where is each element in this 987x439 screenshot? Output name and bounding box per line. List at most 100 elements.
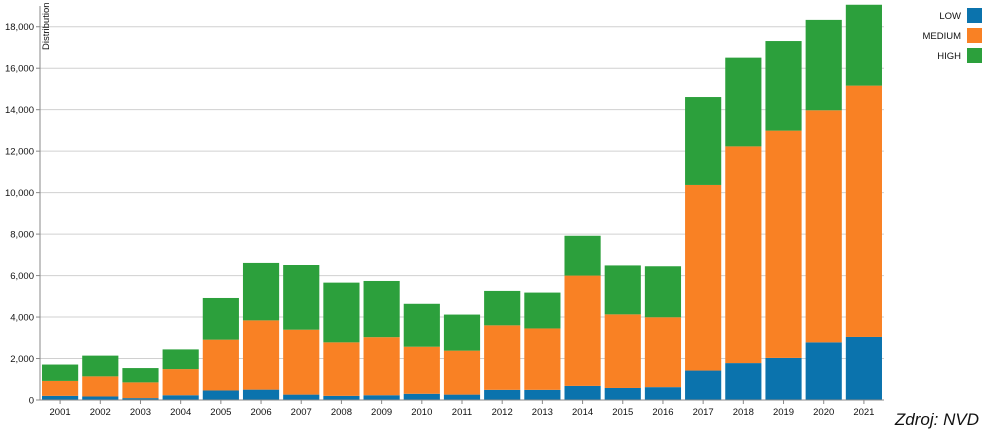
bar-high-2013 [524, 292, 561, 329]
bar-high-2017 [685, 97, 722, 185]
x-tick-label: 2003 [130, 407, 151, 418]
bar-medium-2007 [283, 329, 320, 395]
y-tick-label: 8,000 [10, 230, 34, 241]
bar-low-2014 [564, 385, 601, 400]
x-tick-label: 2018 [733, 407, 754, 418]
legend-swatch-high [967, 48, 982, 63]
y-tick-label: 2,000 [10, 354, 34, 365]
y-tick-label: 0 [29, 396, 34, 407]
bar-medium-2015 [604, 314, 641, 388]
bar-medium-2009 [363, 337, 400, 396]
bar-high-2004 [162, 349, 199, 370]
bar-high-2009 [363, 280, 400, 338]
legend-label-medium: MEDIUM [922, 31, 961, 42]
x-tick-label: 2007 [291, 407, 312, 418]
bar-high-2005 [202, 297, 239, 340]
bar-high-2020 [805, 19, 842, 111]
bar-medium-2004 [162, 369, 199, 396]
bar-low-2015 [604, 387, 641, 400]
bar-low-2010 [403, 393, 440, 400]
bar-medium-2001 [42, 380, 79, 396]
x-tick-label: 2015 [612, 407, 633, 418]
bar-medium-2013 [524, 328, 561, 390]
x-tick-label: 2021 [853, 407, 874, 418]
bar-medium-2012 [484, 325, 521, 390]
bar-medium-2011 [443, 350, 481, 395]
bar-low-2011 [443, 394, 481, 400]
bar-medium-2006 [242, 320, 280, 390]
legend-label-high: HIGH [937, 51, 961, 62]
y-tick-label: 10,000 [5, 188, 34, 199]
y-tick-label: 14,000 [5, 105, 34, 116]
y-axis-label: Distribution [41, 2, 52, 50]
bar-high-2010 [403, 303, 440, 347]
x-tick-label: 2006 [250, 407, 271, 418]
bar-medium-2003 [122, 382, 159, 399]
bar-low-2013 [524, 389, 561, 400]
bar-low-2006 [242, 389, 280, 400]
legend-label-low: LOW [939, 11, 961, 22]
legend: LOW MEDIUM HIGH [922, 8, 982, 63]
legend-swatch-medium [967, 28, 982, 43]
x-tick-label: 2013 [532, 407, 553, 418]
bar-high-2021 [845, 4, 882, 86]
bar-low-2020 [805, 342, 842, 400]
x-tick-label: 2016 [652, 407, 673, 418]
bar-high-2014 [564, 235, 601, 276]
bar-high-2012 [484, 290, 521, 326]
x-tick-label: 2001 [50, 407, 71, 418]
y-tick-label: 18,000 [5, 22, 34, 33]
bar-medium-2014 [564, 275, 601, 386]
bar-high-2003 [122, 368, 159, 383]
bar-low-2001 [42, 395, 79, 400]
x-tick-label: 2017 [693, 407, 714, 418]
bar-high-2002 [82, 355, 119, 377]
x-tick-label: 2014 [572, 407, 593, 418]
bar-low-2008 [323, 395, 360, 400]
x-tick-label: 2020 [813, 407, 834, 418]
y-tick-label: 16,000 [5, 64, 34, 75]
y-tick-label: 12,000 [5, 147, 34, 158]
bar-medium-2021 [845, 85, 882, 337]
bar-low-2003 [122, 398, 159, 400]
bar-medium-2016 [644, 317, 682, 388]
bar-high-2011 [443, 314, 481, 351]
bar-high-2015 [604, 265, 641, 315]
bar-low-2012 [484, 389, 521, 400]
bar-high-2016 [644, 266, 682, 318]
bars [42, 4, 882, 400]
x-tick-label: 2010 [411, 407, 432, 418]
bar-low-2017 [685, 370, 722, 400]
bar-medium-2005 [202, 339, 239, 391]
x-tick-label: 2011 [452, 407, 472, 418]
x-tick-label: 2002 [90, 407, 111, 418]
bar-low-2018 [725, 363, 762, 400]
bar-low-2007 [283, 394, 320, 400]
y-tick-label: 4,000 [10, 313, 34, 324]
bar-high-2006 [242, 262, 280, 321]
source-note: Zdroj: NVD [894, 410, 979, 429]
bar-low-2021 [845, 336, 882, 400]
legend-swatch-low [967, 8, 982, 23]
x-tick-label: 2012 [492, 407, 513, 418]
bar-low-2009 [363, 395, 400, 400]
bar-low-2019 [765, 357, 802, 400]
axes: 0 2,000 4,000 6,000 8,000 10,000 12,000 14,000 1… [5, 2, 884, 418]
bar-low-2002 [82, 396, 119, 400]
bar-medium-2010 [403, 346, 440, 394]
bar-high-2018 [725, 57, 762, 147]
bar-low-2005 [202, 390, 239, 400]
bar-medium-2019 [765, 130, 802, 358]
x-tick-label: 2004 [170, 407, 191, 418]
bar-high-2007 [283, 265, 320, 330]
bar-high-2019 [765, 41, 802, 131]
bar-low-2004 [162, 395, 199, 400]
bar-high-2001 [42, 364, 79, 381]
bar-high-2008 [323, 282, 360, 343]
bar-medium-2002 [82, 376, 119, 397]
bar-medium-2008 [323, 342, 360, 396]
bar-low-2016 [644, 387, 682, 400]
x-tick-label: 2005 [210, 407, 231, 418]
